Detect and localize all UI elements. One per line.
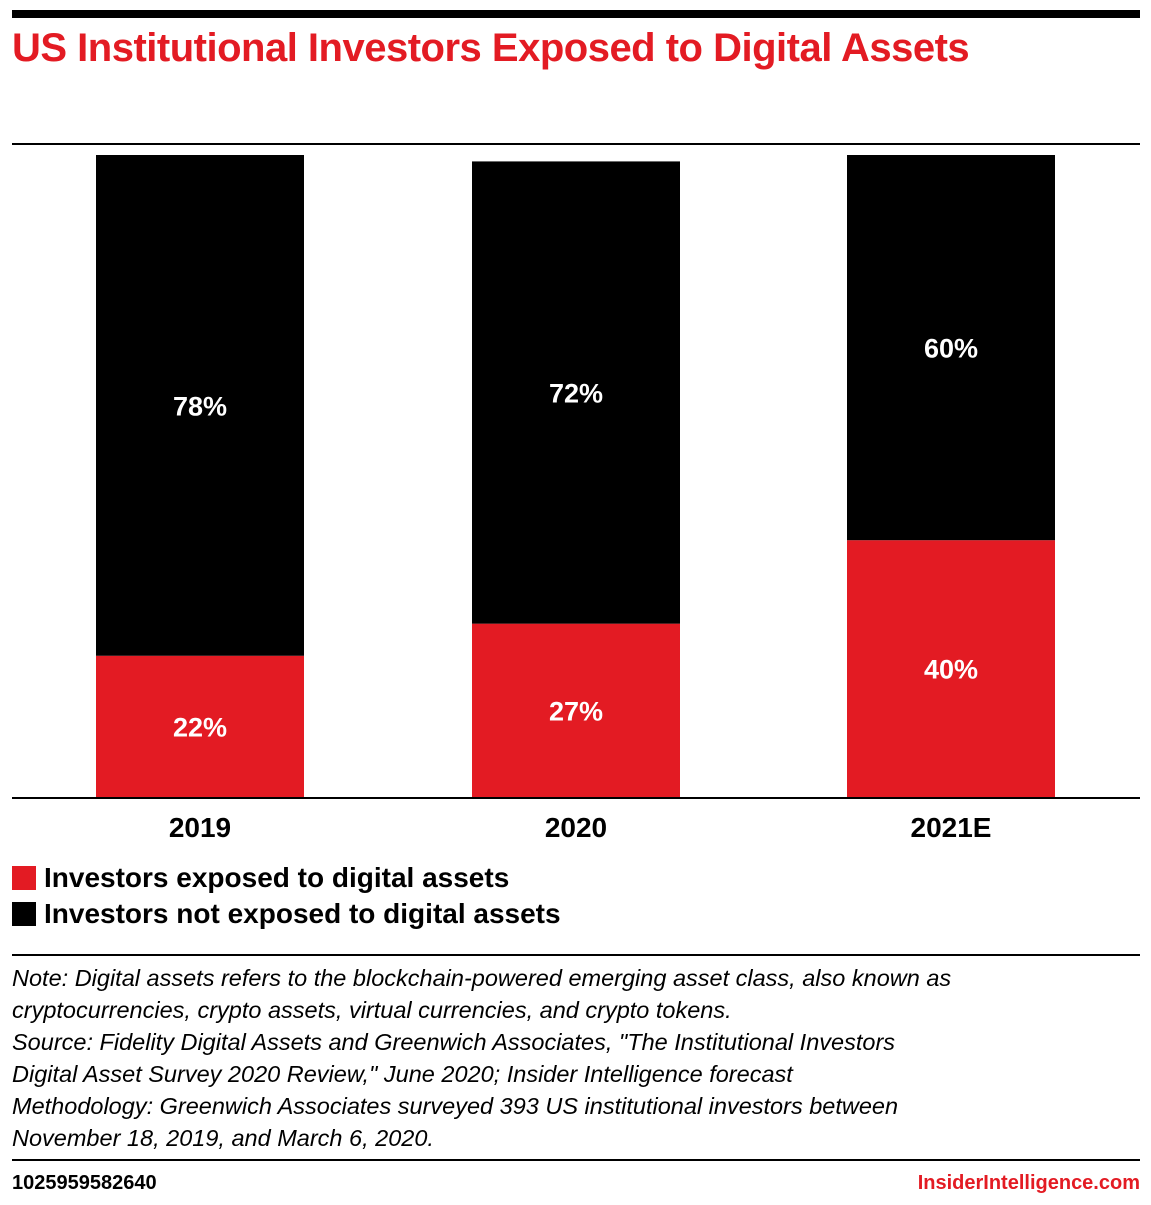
bar-segment-not-exposed-2020 <box>472 161 680 624</box>
bar-segment-not-exposed-2019 <box>96 155 304 656</box>
x-tick-label: 2021E <box>911 812 992 843</box>
footer-divider <box>12 1159 1140 1161</box>
bar-segment-not-exposed-2021E <box>847 155 1055 541</box>
data-label: 40% <box>924 655 978 685</box>
notes-divider <box>12 954 1140 956</box>
brand-link[interactable]: InsiderIntelligence.com <box>917 1172 1140 1194</box>
chart-id: 1025959582640 <box>12 1172 157 1194</box>
stacked-bar-chart: 22% 78% 2019 27% 72% 2020 40% 60% 2021E <box>12 155 1140 843</box>
x-tick-label: 2020 <box>545 812 607 843</box>
source-line: Digital Asset Survey 2020 Review," June … <box>12 1061 793 1087</box>
data-label: 78% <box>173 391 227 421</box>
chart-notes: Note: Digital assets refers to the block… <box>12 962 1140 1154</box>
x-tick-label: 2019 <box>169 812 231 843</box>
legend-swatch-not-exposed <box>12 902 36 926</box>
legend-item-not-exposed: Investors not exposed to digital assets <box>12 896 561 932</box>
note-line: Note: Digital assets refers to the block… <box>12 965 952 991</box>
legend: Investors exposed to digital assets Inve… <box>12 860 561 932</box>
bar-segment-exposed-2019 <box>96 655 304 797</box>
legend-swatch-exposed <box>12 866 36 890</box>
legend-label-not-exposed: Investors not exposed to digital assets <box>44 898 561 929</box>
bar-segment-exposed-2021E <box>847 540 1055 797</box>
note-line: cryptocurrencies, crypto assets, virtual… <box>12 997 732 1023</box>
bar-segment-exposed-2020 <box>472 623 680 797</box>
methodology-line: November 18, 2019, and March 6, 2020. <box>12 1125 434 1151</box>
source-line: Source: Fidelity Digital Assets and Gree… <box>12 1029 896 1055</box>
data-label: 60% <box>924 334 978 364</box>
chart-title: US Institutional Investors Exposed to Di… <box>12 26 970 70</box>
methodology-line: Methodology: Greenwich Associates survey… <box>12 1093 899 1119</box>
top-rule <box>12 10 1140 18</box>
title-divider <box>12 143 1140 145</box>
data-label: 27% <box>549 696 603 726</box>
legend-item-exposed: Investors exposed to digital assets <box>12 860 561 896</box>
data-label: 72% <box>549 379 603 409</box>
legend-label-exposed: Investors exposed to digital assets <box>44 862 510 893</box>
data-label: 22% <box>173 712 227 742</box>
